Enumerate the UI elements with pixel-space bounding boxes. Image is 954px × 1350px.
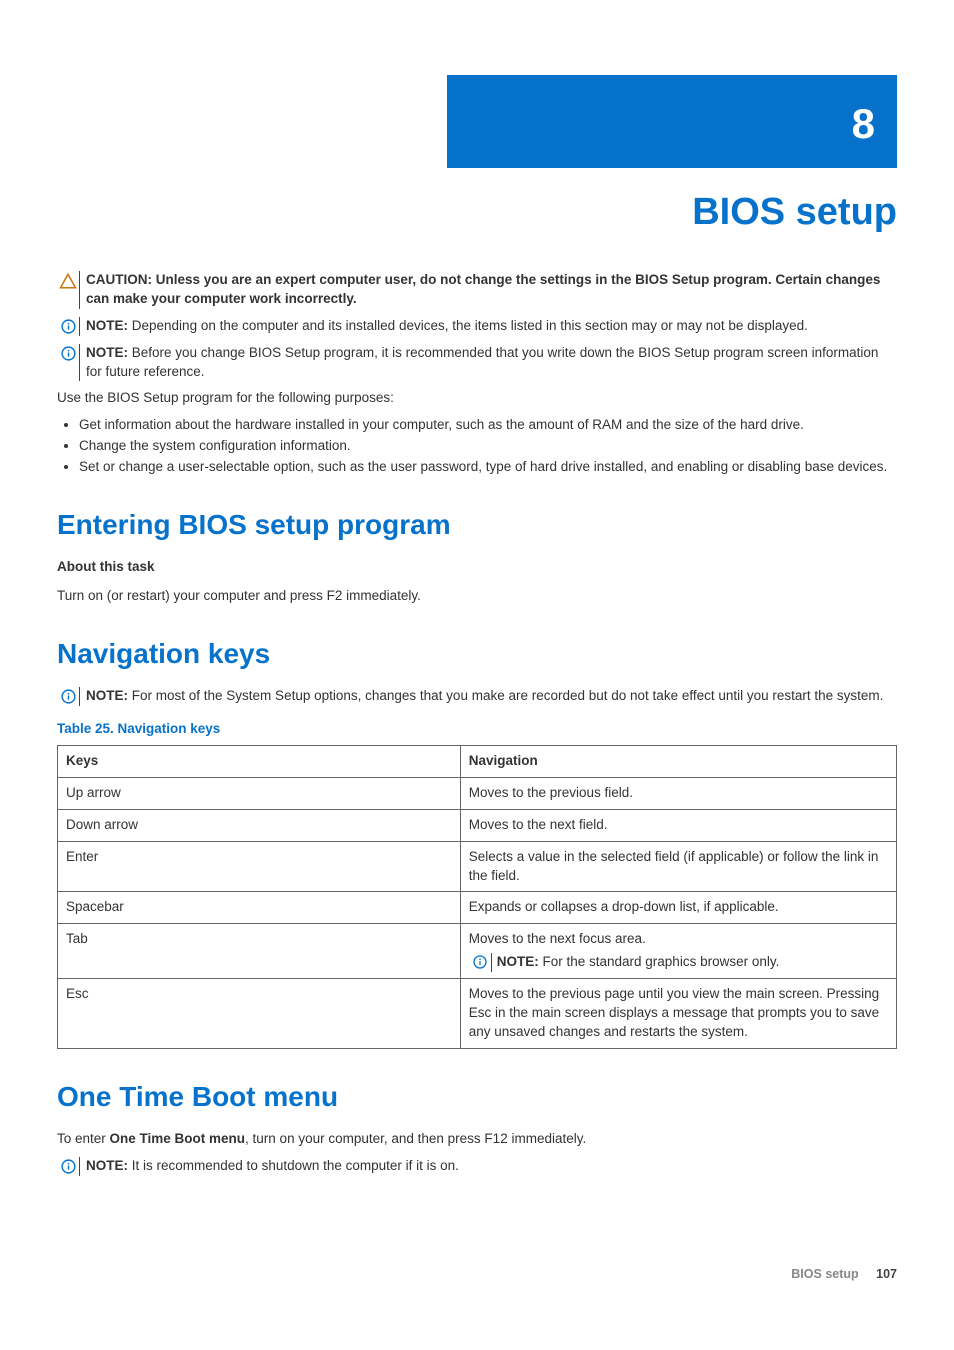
info-icon — [57, 687, 79, 705]
info-icon — [57, 317, 79, 335]
note-body-nav: NOTE: For most of the System Setup optio… — [79, 687, 897, 706]
note-label: NOTE: — [86, 688, 128, 703]
inline-note: NOTE: For the standard graphics browser … — [469, 953, 888, 972]
note-admonition-2: NOTE: Before you change BIOS Setup progr… — [57, 344, 897, 382]
table-row: Enter Selects a value in the selected fi… — [58, 841, 897, 892]
cell-key: Tab — [58, 924, 461, 979]
section-heading-navigation: Navigation keys — [57, 634, 897, 673]
caution-text: Unless you are an expert computer user, … — [86, 272, 880, 306]
caution-admonition: CAUTION: Unless you are an expert comput… — [57, 271, 897, 309]
cell-key: Down arrow — [58, 809, 461, 841]
note-label: NOTE: — [86, 1158, 128, 1173]
note-label: NOTE: — [86, 345, 128, 360]
boot-intro-pre: To enter — [57, 1131, 110, 1146]
note-text: It is recommended to shutdown the comput… — [132, 1158, 459, 1173]
about-this-task-heading: About this task — [57, 558, 897, 577]
cell-nav: Moves to the next focus area. NOTE: For … — [460, 924, 896, 979]
boot-intro: To enter One Time Boot menu, turn on you… — [57, 1130, 897, 1149]
caution-body: CAUTION: Unless you are an expert comput… — [79, 271, 897, 309]
caution-icon — [57, 271, 79, 290]
note-text: Before you change BIOS Setup program, it… — [86, 345, 878, 379]
list-item: Set or change a user-selectable option, … — [79, 458, 897, 477]
cell-key: Esc — [58, 979, 461, 1049]
cell-key: Up arrow — [58, 777, 461, 809]
info-icon — [57, 1157, 79, 1175]
section-heading-boot: One Time Boot menu — [57, 1077, 897, 1116]
list-item: Get information about the hardware insta… — [79, 416, 897, 435]
cell-nav: Expands or collapses a drop-down list, i… — [460, 892, 896, 924]
footer-title: BIOS setup — [791, 1267, 858, 1281]
note-admonition-nav: NOTE: For most of the System Setup optio… — [57, 687, 897, 706]
entering-body: Turn on (or restart) your computer and p… — [57, 587, 897, 606]
cell-nav-text: Moves to the next focus area. — [469, 931, 646, 946]
table-caption: Table 25. Navigation keys — [57, 720, 897, 739]
navigation-keys-table: Keys Navigation Up arrow Moves to the pr… — [57, 745, 897, 1049]
note-body-boot: NOTE: It is recommended to shutdown the … — [79, 1157, 897, 1176]
table-row: Esc Moves to the previous page until you… — [58, 979, 897, 1049]
note-body-2: NOTE: Before you change BIOS Setup progr… — [79, 344, 897, 382]
boot-intro-post: , turn on your computer, and then press … — [245, 1131, 586, 1146]
intro-bullet-list: Get information about the hardware insta… — [57, 416, 897, 477]
cell-key: Spacebar — [58, 892, 461, 924]
note-admonition-boot: NOTE: It is recommended to shutdown the … — [57, 1157, 897, 1176]
note-text: For most of the System Setup options, ch… — [132, 688, 884, 703]
note-label: NOTE: — [497, 954, 539, 969]
note-admonition-1: NOTE: Depending on the computer and its … — [57, 317, 897, 336]
page-footer: BIOS setup 107 — [57, 1266, 897, 1284]
caution-label: CAUTION: — [86, 272, 152, 287]
info-icon — [57, 344, 79, 362]
footer-page-number: 107 — [876, 1267, 897, 1281]
table-header-keys: Keys — [58, 745, 461, 777]
info-icon — [469, 953, 491, 970]
cell-nav: Moves to the previous field. — [460, 777, 896, 809]
note-body-1: NOTE: Depending on the computer and its … — [79, 317, 897, 336]
list-item: Change the system configuration informat… — [79, 437, 897, 456]
note-text: For the standard graphics browser only. — [542, 954, 779, 969]
inline-note-body: NOTE: For the standard graphics browser … — [491, 953, 888, 972]
table-header-row: Keys Navigation — [58, 745, 897, 777]
chapter-number-block: 8 — [447, 75, 897, 168]
table-header-navigation: Navigation — [460, 745, 896, 777]
cell-key: Enter — [58, 841, 461, 892]
table-row: Spacebar Expands or collapses a drop-dow… — [58, 892, 897, 924]
note-label: NOTE: — [86, 318, 128, 333]
table-row: Tab Moves to the next focus area. NOTE: … — [58, 924, 897, 979]
table-row: Down arrow Moves to the next field. — [58, 809, 897, 841]
note-text: Depending on the computer and its instal… — [132, 318, 808, 333]
section-heading-entering: Entering BIOS setup program — [57, 505, 897, 544]
page-title: BIOS setup — [57, 186, 897, 239]
cell-nav: Moves to the previous page until you vie… — [460, 979, 896, 1049]
cell-nav: Moves to the next field. — [460, 809, 896, 841]
table-row: Up arrow Moves to the previous field. — [58, 777, 897, 809]
boot-intro-bold: One Time Boot menu — [110, 1131, 246, 1146]
intro-line: Use the BIOS Setup program for the follo… — [57, 389, 897, 408]
cell-nav: Selects a value in the selected field (i… — [460, 841, 896, 892]
